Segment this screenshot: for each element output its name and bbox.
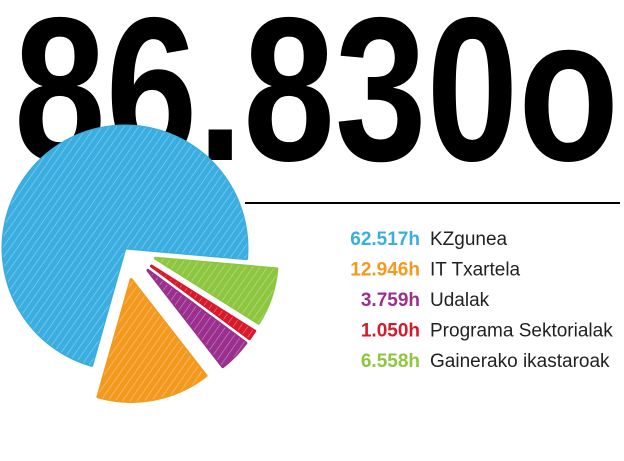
legend: 62.517h KZgunea 12.946h IT Txartela 3.759h Ud… bbox=[350, 229, 613, 372]
legend-value: 62.517h bbox=[350, 229, 420, 250]
legend-value: 3.759h bbox=[361, 290, 420, 311]
page: {"chart_data": {"type": "pie", "title": … bbox=[0, 0, 624, 461]
chart: 86.830o 62.517hKZgunea12.946hIT Txartela… bbox=[0, 0, 624, 461]
legend-label: Udalak bbox=[430, 290, 490, 311]
legend-label: KZgunea bbox=[430, 229, 508, 250]
legend-value: 6.558h bbox=[361, 351, 420, 372]
slice-texture bbox=[98, 279, 206, 401]
legend-value: 1.050h bbox=[361, 321, 420, 342]
legend-label: Programa Sektorialak bbox=[430, 321, 613, 342]
legend-label: Gainerako ikastaroak bbox=[430, 351, 610, 372]
legend-value: 12.946h bbox=[350, 260, 420, 281]
legend-label: IT Txartela bbox=[430, 260, 521, 281]
